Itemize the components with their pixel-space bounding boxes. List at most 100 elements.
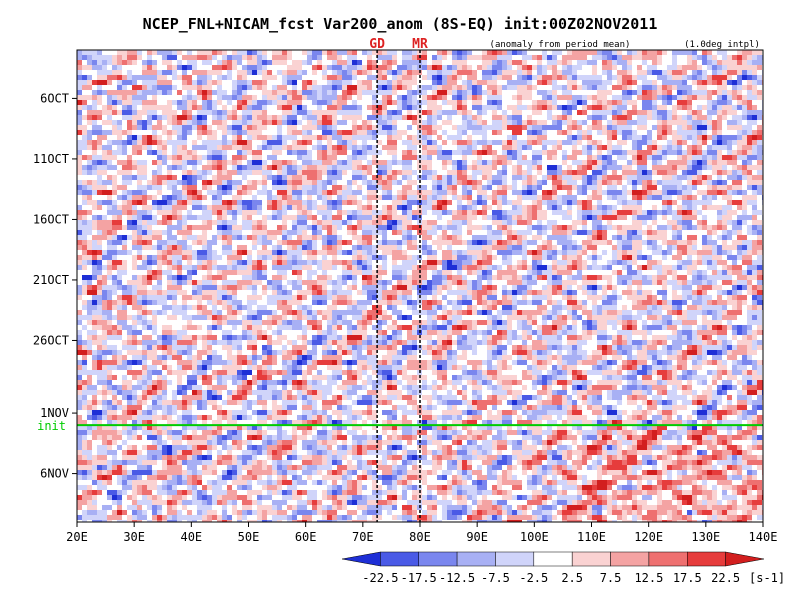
field-cell	[697, 135, 703, 141]
field-cell	[687, 135, 693, 141]
field-cell	[87, 55, 93, 61]
field-cell	[512, 85, 518, 91]
field-cell	[682, 200, 688, 206]
field-cell	[432, 60, 438, 66]
field-cell	[592, 195, 598, 201]
field-cell	[467, 205, 473, 211]
field-cell	[612, 215, 618, 221]
field-cell	[177, 60, 183, 66]
field-cell	[667, 110, 673, 116]
field-cell	[582, 100, 588, 106]
field-cell	[627, 65, 633, 71]
field-cell	[127, 100, 133, 106]
field-cell	[297, 120, 303, 126]
field-cell	[722, 160, 728, 166]
field-cell	[127, 175, 133, 181]
field-cell	[652, 160, 658, 166]
field-cell	[432, 55, 438, 61]
field-cell	[652, 130, 658, 136]
field-cell	[622, 115, 628, 121]
field-cell	[282, 195, 288, 201]
field-cell	[287, 145, 293, 151]
field-cell	[737, 185, 743, 191]
field-cell	[177, 70, 183, 76]
field-cell	[397, 50, 403, 56]
field-cell	[372, 210, 378, 216]
field-cell	[97, 165, 103, 171]
field-cell	[487, 70, 493, 76]
field-cell	[347, 165, 353, 171]
field-cell	[182, 125, 188, 131]
field-cell	[692, 180, 698, 186]
field-cell	[82, 190, 88, 196]
field-cell	[497, 165, 503, 171]
field-cell	[92, 105, 98, 111]
field-cell	[157, 130, 163, 136]
field-cell	[132, 220, 138, 226]
field-cell	[172, 50, 178, 56]
field-cell	[317, 70, 323, 76]
field-cell	[447, 135, 453, 141]
field-cell	[432, 165, 438, 171]
field-cell	[357, 75, 363, 81]
field-cell	[452, 95, 458, 101]
field-cell	[372, 120, 378, 126]
field-cell	[587, 190, 593, 196]
field-cell	[287, 90, 293, 96]
field-cell	[232, 150, 238, 156]
field-cell	[282, 105, 288, 111]
field-cell	[132, 195, 138, 201]
field-cell	[667, 140, 673, 146]
field-cell	[467, 215, 473, 221]
field-cell	[742, 210, 748, 216]
field-cell	[77, 125, 83, 131]
field-cell	[122, 195, 128, 201]
field-cell	[517, 80, 523, 86]
field-cell	[352, 100, 358, 106]
field-cell	[457, 125, 463, 131]
field-cell	[437, 215, 443, 221]
field-cell	[722, 130, 728, 136]
field-cell	[427, 90, 433, 96]
field-cell	[702, 60, 708, 66]
field-cell	[82, 180, 88, 186]
field-cell	[507, 135, 513, 141]
field-cell	[712, 215, 718, 221]
field-cell	[422, 135, 428, 141]
field-cell	[552, 60, 558, 66]
field-cell	[757, 215, 763, 221]
field-cell	[722, 70, 728, 76]
field-cell	[217, 50, 223, 56]
field-cell	[452, 190, 458, 196]
field-cell	[722, 150, 728, 156]
field-cell	[407, 105, 413, 111]
field-cell	[237, 185, 243, 191]
field-cell	[137, 175, 143, 181]
field-cell	[737, 165, 743, 171]
field-cell	[672, 105, 678, 111]
field-cell	[337, 220, 343, 226]
field-cell	[267, 120, 273, 126]
field-cell	[292, 170, 298, 176]
field-cell	[472, 70, 478, 76]
field-cell	[142, 110, 148, 116]
field-cell	[257, 155, 263, 161]
field-cell	[187, 170, 193, 176]
field-cell	[647, 65, 653, 71]
field-cell	[677, 115, 683, 121]
field-cell	[717, 110, 723, 116]
field-cell	[422, 195, 428, 201]
field-cell	[452, 140, 458, 146]
field-cell	[132, 205, 138, 211]
field-cell	[567, 210, 573, 216]
field-cell	[557, 195, 563, 201]
field-cell	[292, 135, 298, 141]
field-cell	[322, 60, 328, 66]
field-cell	[317, 175, 323, 181]
field-cell	[617, 90, 623, 96]
field-cell	[577, 85, 583, 91]
field-cell	[162, 155, 168, 161]
field-cell	[567, 155, 573, 161]
field-cell	[197, 110, 203, 116]
field-cell	[92, 180, 98, 186]
